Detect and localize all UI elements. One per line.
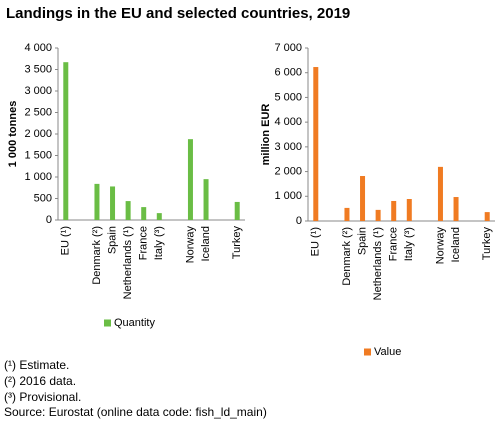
- bar: [406, 199, 412, 221]
- y-tick-label: 5 000: [274, 91, 302, 103]
- x-tick-label: France: [138, 226, 150, 260]
- y-tick-label: 4 000: [274, 116, 302, 128]
- bar: [484, 212, 490, 221]
- bar: [391, 200, 397, 221]
- legend-swatch: [104, 319, 111, 327]
- bar: [187, 139, 193, 220]
- bar: [344, 207, 350, 221]
- y-tick-label: 2 500: [24, 106, 52, 118]
- x-tick-label: Spain: [356, 227, 368, 255]
- y-tick-label: 6 000: [274, 67, 302, 79]
- bar: [110, 186, 116, 220]
- x-tick-label: Turkey: [231, 226, 243, 260]
- y-tick-label: 1 000: [24, 171, 52, 183]
- bar: [156, 213, 162, 220]
- legend-label: Quantity: [114, 317, 155, 329]
- y-tick-label: 500: [34, 192, 52, 204]
- y-axis-label: million EUR: [260, 104, 272, 166]
- source: Source: Eurostat (online data code: fish…: [4, 405, 267, 419]
- x-tick-label: Norway: [184, 226, 196, 264]
- bar: [360, 176, 366, 221]
- x-tick-label: Netherlands (¹): [372, 227, 384, 300]
- x-tick-label: Iceland: [450, 227, 462, 262]
- legend-swatch: [364, 348, 371, 356]
- y-tick-label: 0: [296, 215, 302, 227]
- bar: [234, 201, 240, 220]
- x-tick-label: Turkey: [481, 227, 493, 261]
- x-tick-label: Iceland: [200, 226, 212, 261]
- x-tick-label: EU (¹): [310, 227, 322, 256]
- x-tick-label: Denmark (²): [341, 227, 353, 286]
- bar: [125, 201, 131, 220]
- y-tick-label: 1 000: [274, 190, 302, 202]
- y-tick-label: 3 500: [24, 63, 52, 75]
- footnote: (²) 2016 data.: [4, 374, 76, 388]
- y-axis-label: 1 000 tonnes: [7, 101, 19, 168]
- bar: [63, 62, 69, 220]
- x-tick-label: Norway: [434, 227, 446, 265]
- y-tick-label: 2 000: [274, 165, 302, 177]
- footnote: (¹) Estimate.: [4, 358, 69, 372]
- bar: [375, 209, 381, 221]
- y-tick-label: 1 500: [24, 149, 52, 161]
- x-tick-label: Italy (³): [153, 226, 165, 260]
- x-tick-label: Italy (³): [403, 227, 415, 261]
- bar: [313, 67, 319, 221]
- bar: [94, 183, 100, 220]
- footnote: (³) Provisional.: [4, 390, 81, 404]
- y-tick-label: 2 000: [24, 128, 52, 140]
- bar: [141, 207, 147, 220]
- chart-title: Landings in the EU and selected countrie…: [6, 5, 350, 22]
- y-tick-label: 7 000: [274, 42, 302, 54]
- x-tick-label: France: [388, 227, 400, 261]
- y-tick-label: 0: [46, 214, 52, 226]
- bar: [203, 179, 209, 220]
- x-tick-label: Denmark (²): [91, 226, 103, 285]
- x-tick-label: Netherlands (¹): [122, 226, 134, 299]
- y-tick-label: 4 000: [24, 42, 52, 54]
- x-tick-label: Spain: [106, 226, 118, 254]
- y-tick-label: 3 000: [274, 141, 302, 153]
- legend-label: Value: [374, 346, 401, 358]
- y-tick-label: 3 000: [24, 85, 52, 97]
- bar: [437, 166, 443, 221]
- bar: [453, 197, 459, 221]
- x-tick-label: EU (¹): [60, 226, 72, 255]
